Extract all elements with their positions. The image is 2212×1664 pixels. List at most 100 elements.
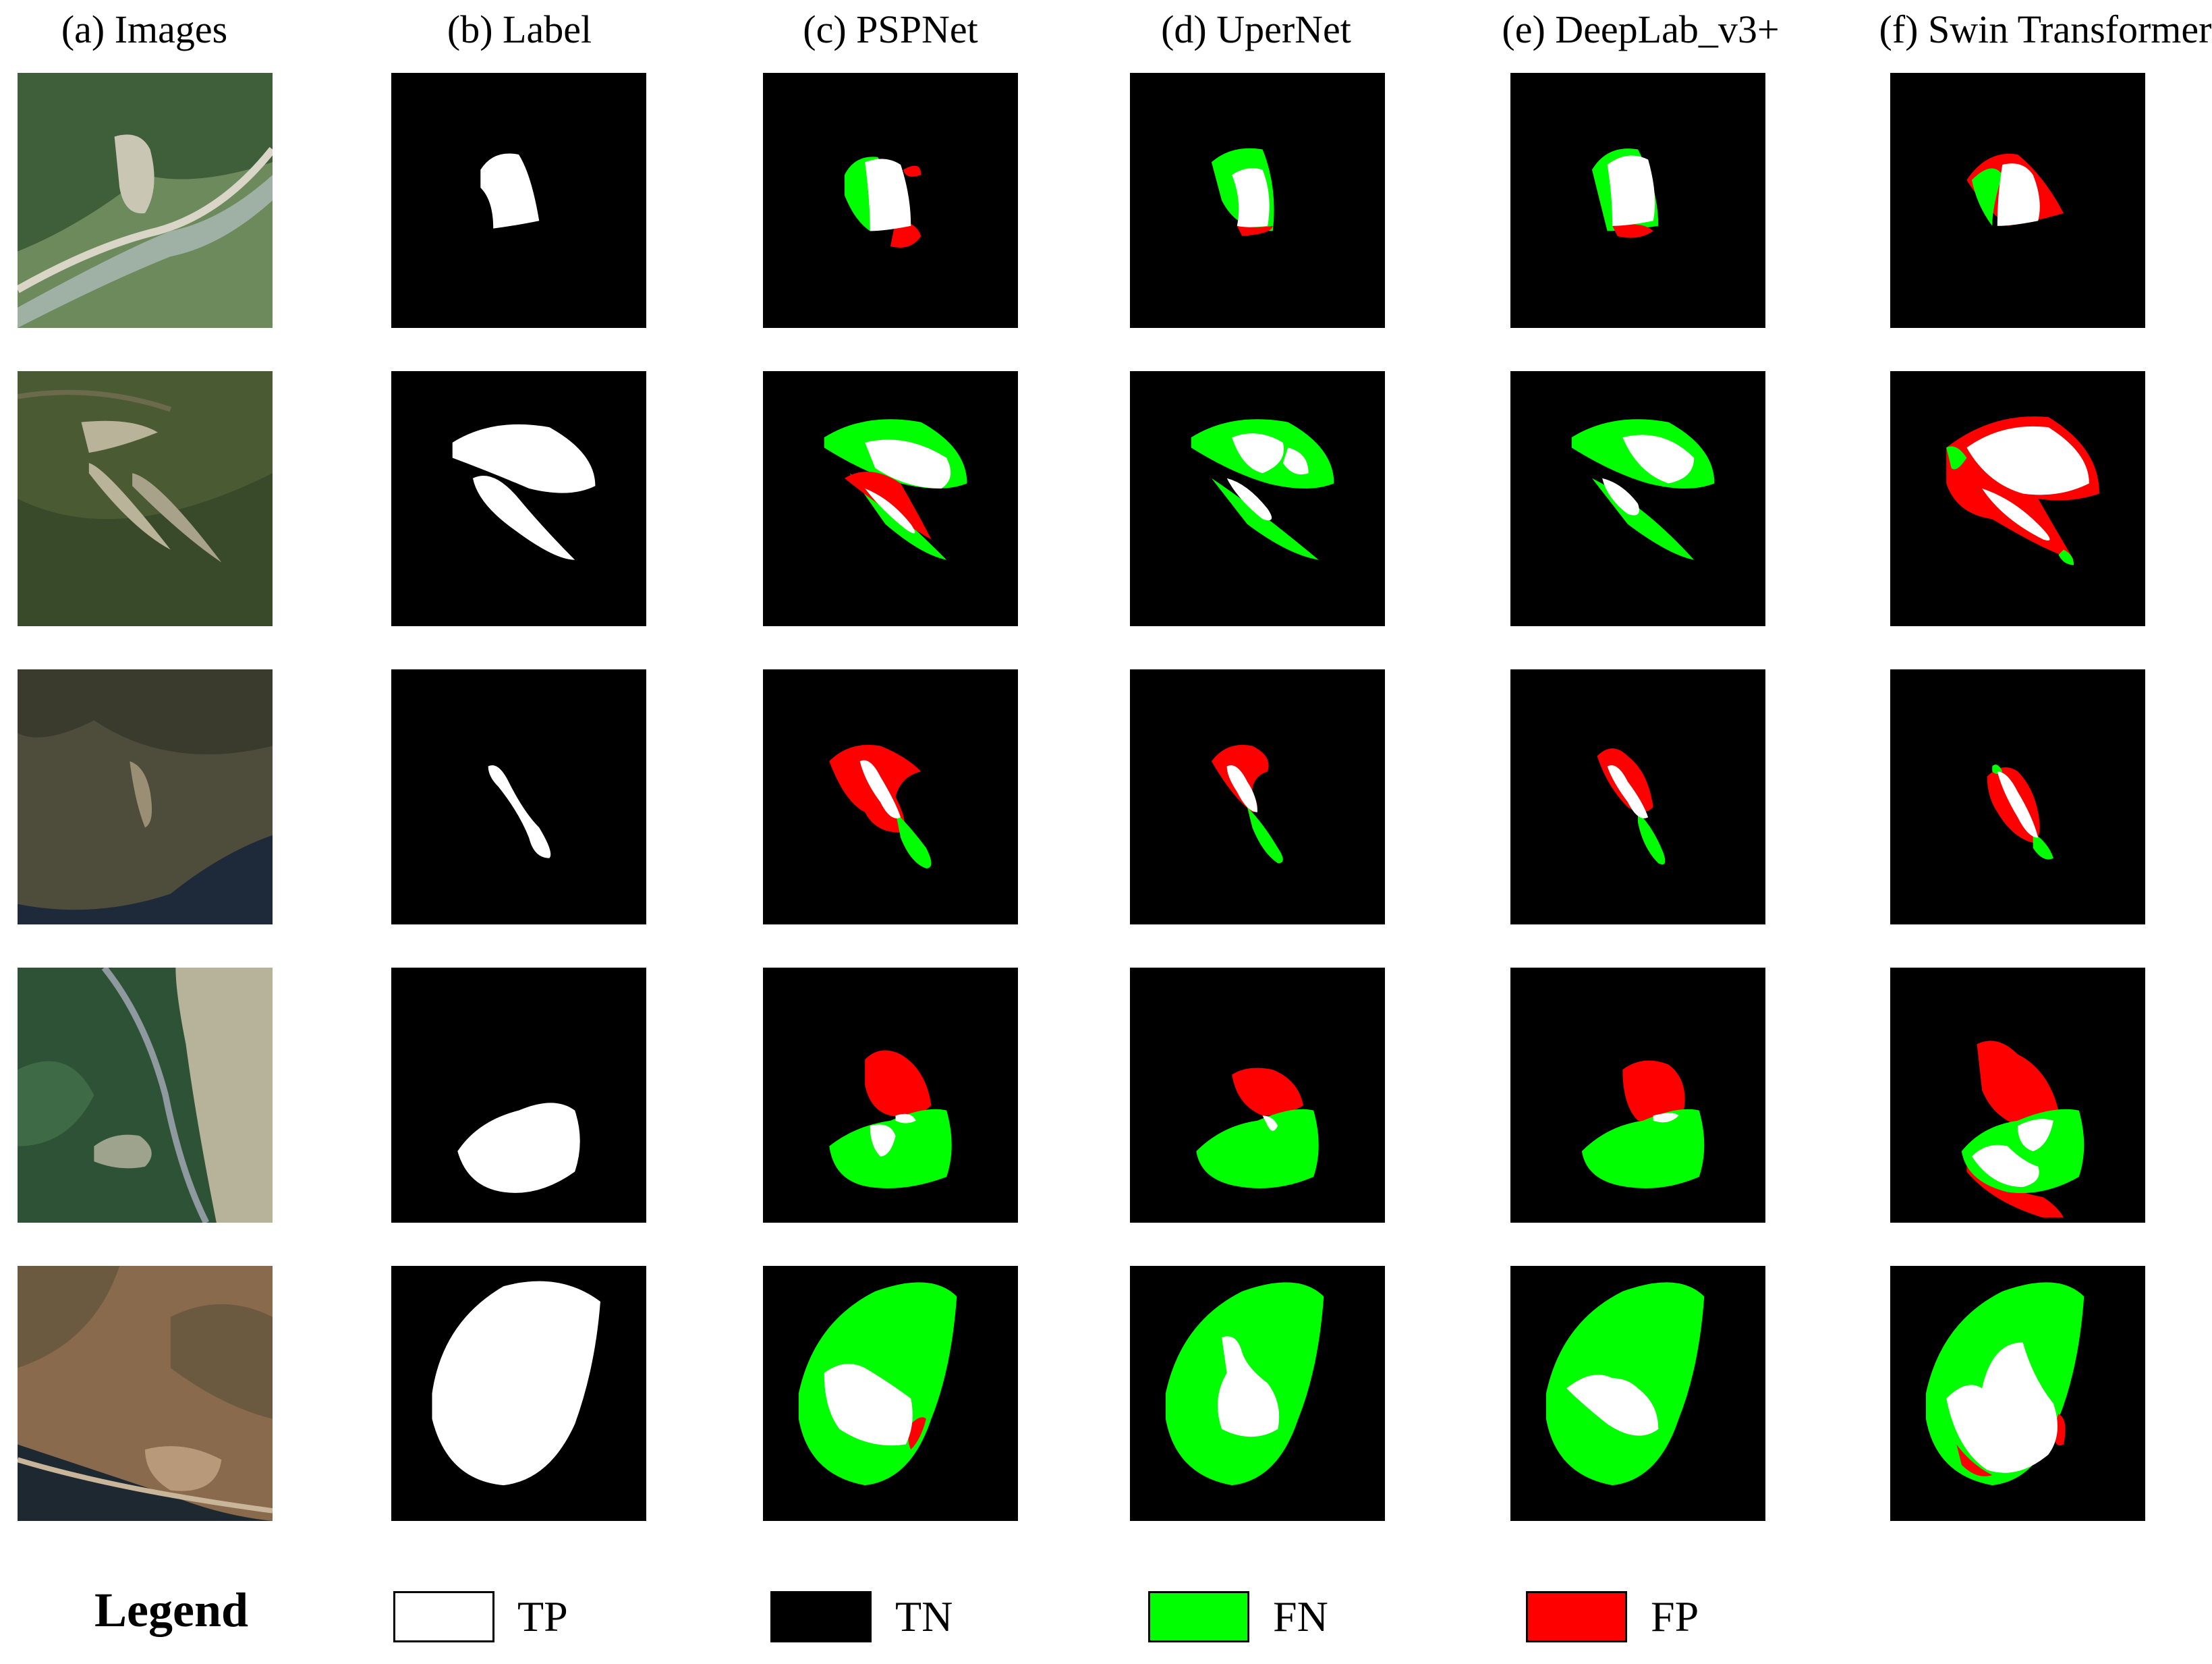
tn-background: [1130, 669, 1385, 924]
image-lake: [18, 835, 273, 924]
image-ridge: [18, 389, 171, 412]
tp-region: [488, 765, 551, 858]
tp-region: [480, 153, 540, 229]
column-header-upernet: (d) UperNet: [1161, 7, 1351, 51]
upernet-mask-row-3: [1130, 669, 1385, 924]
label-mask-row-3: [391, 669, 646, 924]
tp-region: [457, 1103, 580, 1193]
legend-swatch-fp: [1526, 1591, 1627, 1642]
deeplab-mask-row-4: [1510, 968, 1765, 1223]
satellite-image-row-5: [18, 1266, 273, 1521]
upernet-mask-row-1: [1130, 73, 1385, 328]
tp-region: [865, 159, 911, 231]
pspnet-mask-row-1: [763, 73, 1018, 328]
tp-region: [865, 488, 915, 534]
tp-region: [1218, 1336, 1280, 1437]
image-forest-light: [18, 1061, 94, 1146]
image-landslide: [114, 134, 154, 214]
legend-label-tp: TP: [517, 1592, 568, 1640]
fn-region: [1196, 1109, 1319, 1188]
pspnet-mask-row-4: [763, 968, 1018, 1223]
tp-region: [1607, 155, 1655, 226]
tn-background: [1510, 371, 1765, 626]
pspnet-mask-row-2: [763, 371, 1018, 626]
legend-title: Legend: [94, 1583, 249, 1637]
image-village: [145, 1446, 222, 1491]
tp-region: [1232, 433, 1284, 474]
swin-mask-row-2: [1890, 371, 2145, 626]
deeplab-mask-row-1: [1510, 73, 1765, 328]
satellite-image-row-1: [18, 73, 273, 328]
legend-label-fn: FN: [1273, 1592, 1328, 1640]
tp-region: [1232, 168, 1270, 227]
tp-region: [1982, 488, 2050, 540]
tp-region: [1971, 1119, 2053, 1188]
deeplab-mask-row-2: [1510, 371, 1765, 626]
satellite-image-row-2: [18, 371, 273, 626]
fn-region: [1247, 807, 1283, 864]
column-header-label: (b) Label: [447, 7, 592, 51]
tp-region: [1653, 1113, 1679, 1123]
column-header-swin: (f) Swin Transformer: [1879, 7, 2212, 51]
fn-region: [1971, 168, 2003, 226]
tp-region: [824, 1364, 913, 1446]
image-road: [18, 146, 273, 294]
fn-region: [1946, 446, 2074, 565]
label-mask-row-2: [391, 371, 646, 626]
fp-region: [1222, 1059, 1304, 1116]
column-header-pspnet: (c) PSPNet: [803, 7, 978, 51]
image-water: [175, 968, 273, 1223]
image-forest: [18, 669, 273, 754]
upernet-mask-row-5: [1130, 1266, 1385, 1521]
tp-region: [1226, 765, 1257, 812]
fp-region: [908, 1417, 926, 1450]
tp-region: [1602, 478, 1639, 516]
legend-swatch-fn: [1148, 1591, 1249, 1642]
label-mask-row-1: [391, 73, 646, 328]
tp-region: [1282, 447, 1309, 475]
fn-region: [1638, 812, 1666, 865]
deeplab-mask-row-5: [1510, 1266, 1765, 1521]
fn-region: [1992, 765, 2053, 860]
fp-region: [865, 1050, 932, 1117]
swin-mask-row-5: [1890, 1266, 2145, 1521]
column-header-deeplab: (e) DeepLab_v3+: [1502, 7, 1780, 51]
swin-mask-row-4: [1890, 968, 2145, 1223]
legend-swatch-tp: [393, 1591, 494, 1642]
swin-mask-row-3: [1890, 669, 2145, 924]
tp-region: [452, 424, 596, 493]
image-landslide: [130, 761, 152, 828]
image-scar-2: [88, 463, 171, 550]
pspnet-mask-row-3: [763, 669, 1018, 924]
image-road: [101, 968, 209, 1223]
tp-region: [472, 475, 575, 560]
label-mask-row-4: [391, 968, 646, 1223]
tn-background: [391, 669, 646, 924]
tp-region: [432, 1281, 600, 1486]
tp-region: [1226, 478, 1272, 521]
satellite-image-row-4: [18, 968, 273, 1223]
tp-region: [1607, 765, 1649, 819]
fp-region: [1622, 1060, 1685, 1122]
column-header-images: (a) Images: [61, 7, 228, 51]
label-mask-row-5: [391, 1266, 646, 1521]
tp-region: [1966, 426, 2089, 495]
fp-region: [1612, 224, 1653, 238]
tp-region: [870, 1113, 916, 1157]
image-forest: [18, 473, 273, 626]
fn-region: [1581, 1109, 1705, 1188]
tp-region: [1997, 163, 2040, 226]
pspnet-mask-row-5: [763, 1266, 1018, 1521]
legend-swatch-tn: [770, 1591, 872, 1642]
image-landslide: [94, 1134, 152, 1169]
tp-region: [865, 439, 951, 489]
fp-region: [1966, 1041, 2064, 1218]
upernet-mask-row-2: [1130, 371, 1385, 626]
image-scar-3: [132, 473, 222, 563]
legend-label-fp: FP: [1651, 1592, 1699, 1640]
image-scar-1: [81, 420, 158, 453]
tp-region: [1946, 1342, 2058, 1473]
tp-region: [859, 760, 901, 819]
satellite-image-row-3: [18, 669, 273, 924]
